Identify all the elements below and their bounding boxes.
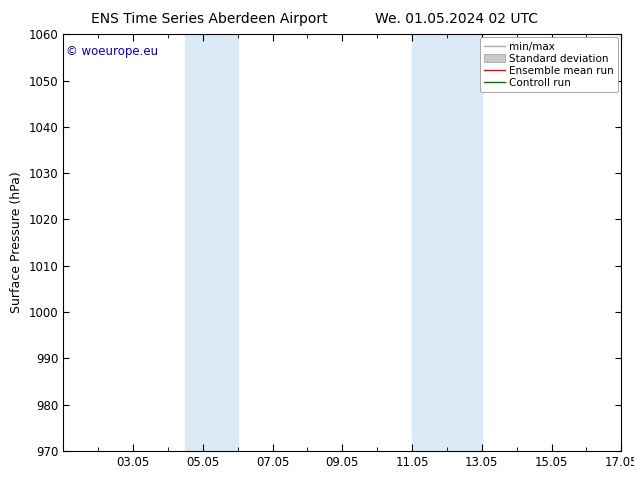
Legend: min/max, Standard deviation, Ensemble mean run, Controll run: min/max, Standard deviation, Ensemble me… xyxy=(480,37,618,92)
Bar xyxy=(185,34,238,451)
Text: © woeurope.eu: © woeurope.eu xyxy=(66,45,158,58)
Text: ENS Time Series Aberdeen Airport: ENS Time Series Aberdeen Airport xyxy=(91,12,328,26)
Bar xyxy=(412,34,482,451)
Text: We. 01.05.2024 02 UTC: We. 01.05.2024 02 UTC xyxy=(375,12,538,26)
Y-axis label: Surface Pressure (hPa): Surface Pressure (hPa) xyxy=(10,172,23,314)
